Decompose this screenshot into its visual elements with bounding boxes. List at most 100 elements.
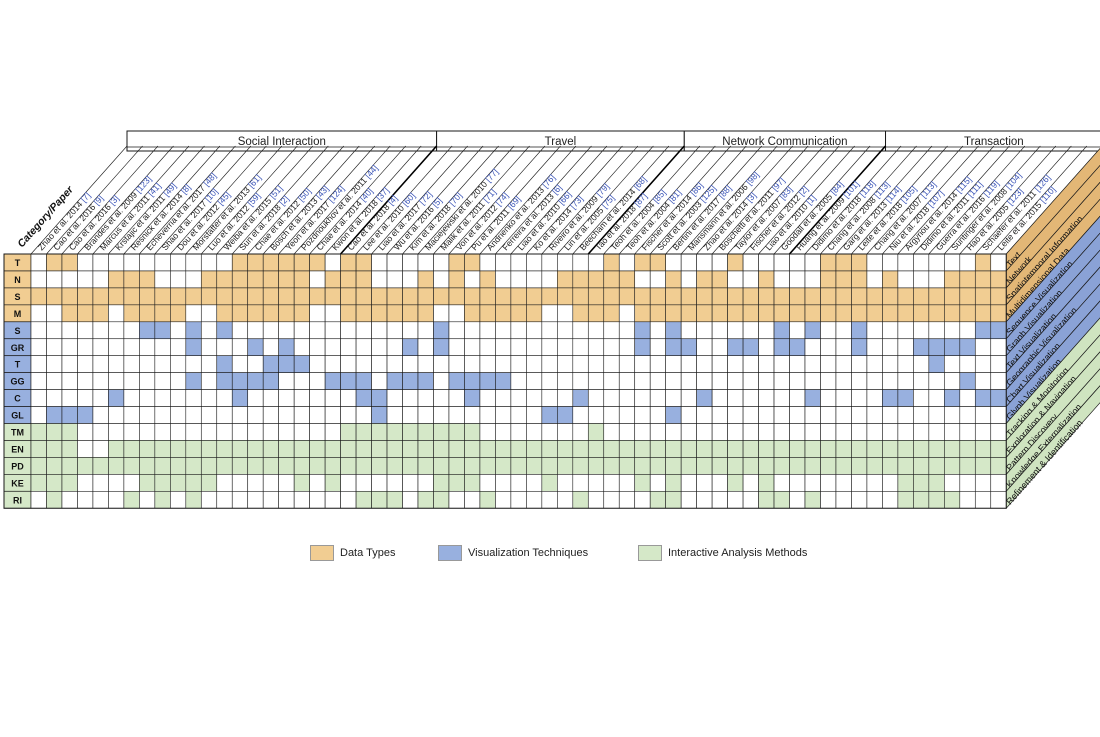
matrix-cell <box>773 355 790 373</box>
matrix-cell <box>340 440 357 458</box>
matrix-cell <box>618 253 636 272</box>
matrix-cell <box>727 338 744 357</box>
matrix-cell <box>773 423 790 441</box>
matrix-cell <box>866 338 883 357</box>
matrix-cell <box>851 287 868 306</box>
matrix-cell <box>139 372 156 390</box>
matrix-cell <box>200 253 218 272</box>
matrix-cell <box>293 423 310 441</box>
row-code-label: S <box>14 326 20 336</box>
matrix-cell <box>293 474 310 492</box>
matrix-cell <box>386 389 403 407</box>
matrix-cell <box>789 372 806 390</box>
matrix-cell <box>711 372 728 390</box>
matrix-cell <box>510 440 527 458</box>
legend-visualization: Visualization Techniques <box>438 544 588 562</box>
matrix-cell <box>866 253 883 272</box>
matrix-cell <box>572 287 589 306</box>
matrix-cell <box>417 490 434 509</box>
matrix-cell <box>727 304 744 323</box>
matrix-cell <box>77 270 94 289</box>
matrix-cell <box>913 304 930 323</box>
matrix-cell <box>293 457 310 475</box>
matrix-cell <box>185 355 202 373</box>
matrix-cell <box>30 253 47 272</box>
matrix-cell <box>293 270 310 289</box>
matrix-cell <box>758 304 775 323</box>
matrix-cell <box>402 474 419 492</box>
matrix-cell <box>804 423 821 441</box>
matrix-cell <box>572 440 589 458</box>
matrix-cell <box>417 321 434 340</box>
matrix-cell <box>495 389 512 407</box>
matrix-cell <box>464 321 481 340</box>
matrix-cell <box>247 406 264 424</box>
column-slot-line <box>634 145 731 255</box>
matrix-cell <box>510 355 527 373</box>
matrix-cell <box>231 372 249 390</box>
matrix-cell <box>278 338 295 357</box>
column-slot-line <box>185 145 283 255</box>
matrix-cell <box>46 474 63 492</box>
matrix-cell <box>882 321 899 340</box>
matrix-cell <box>928 287 945 306</box>
matrix-cell <box>293 490 310 509</box>
matrix-cell <box>216 270 233 289</box>
matrix-cell <box>634 253 651 272</box>
matrix-cell <box>77 372 94 390</box>
matrix-cell <box>46 253 63 272</box>
matrix-cell <box>944 355 961 373</box>
matrix-cell <box>959 457 976 475</box>
matrix-cell <box>61 457 78 475</box>
matrix-cell <box>92 355 109 373</box>
legend-interactive: Interactive Analysis Methods <box>638 544 807 562</box>
matrix-cell <box>897 474 914 492</box>
matrix-cell <box>77 389 94 407</box>
matrix-cell <box>77 338 94 357</box>
matrix-cell <box>618 474 636 492</box>
matrix-cell <box>711 457 728 475</box>
row-code-label: TM <box>11 428 24 438</box>
column-slot-line <box>866 145 964 255</box>
matrix-cell <box>464 372 481 390</box>
matrix-cell <box>541 253 558 272</box>
matrix-cell <box>866 321 883 340</box>
legend-swatch-visualization <box>438 545 462 561</box>
matrix-cell <box>386 406 403 424</box>
matrix-cell <box>603 304 620 323</box>
matrix-cell <box>758 355 775 373</box>
matrix-cell <box>603 457 620 475</box>
matrix-cell <box>913 372 930 390</box>
matrix-cell <box>882 372 899 390</box>
matrix-cell <box>773 406 790 424</box>
matrix-cell <box>231 490 249 509</box>
matrix-cell <box>820 270 837 289</box>
matrix-cell <box>789 474 806 492</box>
matrix-cell <box>820 287 837 306</box>
matrix-cell <box>262 372 279 390</box>
legend-data-types: Data Types <box>310 544 395 562</box>
matrix-cell <box>820 321 837 340</box>
matrix-cell <box>804 253 821 272</box>
matrix-cell <box>959 253 976 272</box>
matrix-cell <box>247 440 264 458</box>
matrix-cell <box>61 474 78 492</box>
row-code-label: T <box>15 258 21 268</box>
matrix-cell <box>990 372 1007 390</box>
matrix-cell <box>696 490 713 509</box>
matrix-cell <box>541 423 558 441</box>
matrix-cell <box>92 338 109 357</box>
matrix-cell <box>696 457 713 475</box>
matrix-cell <box>92 321 109 340</box>
matrix-cell <box>727 457 744 475</box>
matrix-cell <box>324 270 341 289</box>
matrix-cell <box>680 304 697 323</box>
matrix-cell <box>634 389 651 407</box>
matrix-cell <box>773 372 790 390</box>
column-slot-line <box>742 145 840 255</box>
column-slot-line <box>262 145 360 255</box>
matrix-cell <box>526 372 543 390</box>
matrix-cell <box>711 304 728 323</box>
matrix-cell <box>789 389 806 407</box>
